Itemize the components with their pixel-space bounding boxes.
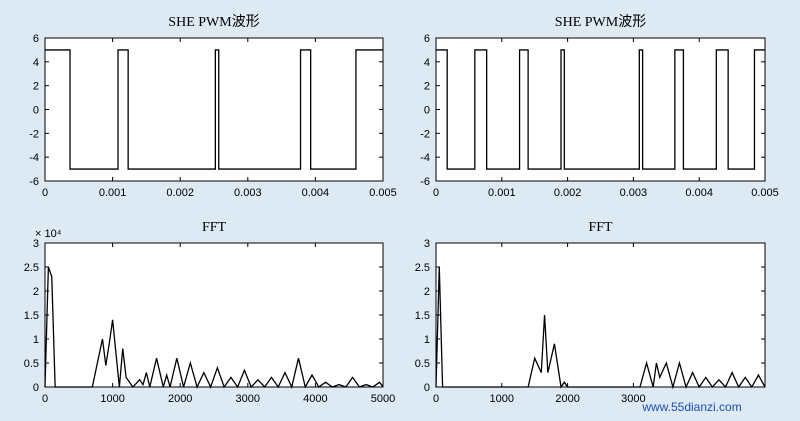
watermark-text: www.55dianzi.com [641, 400, 741, 414]
y-tick-label: 2 [33, 81, 39, 93]
x-tick-label: 1000 [490, 393, 514, 405]
x-tick-label: 3000 [236, 393, 260, 405]
y-tick-label: 3 [33, 238, 39, 250]
x-tick-label: 3000 [621, 393, 645, 405]
x-tick-label: 0.001 [488, 187, 516, 199]
x-tick-label: 0.005 [751, 187, 779, 199]
y-tick-label: 2 [424, 286, 430, 298]
x-tick-label: 2000 [555, 393, 579, 405]
y-tick-label: 2 [33, 286, 39, 298]
x-tick-label: 5000 [371, 393, 395, 405]
y-tick-label: 2.5 [24, 262, 39, 274]
y-tick-label: -4 [420, 152, 430, 164]
y-tick-label: 0.5 [24, 358, 39, 370]
x-tick-label: 0 [433, 187, 439, 199]
x-tick-label: 4000 [303, 393, 327, 405]
chart-title: FFT [588, 220, 613, 235]
plot-frame [435, 242, 766, 388]
x-tick-label: 0 [433, 393, 439, 405]
chart-panel-4: FFT 3 2.5 2 1.5 1 0.5 00 1000 2000 3000 [415, 220, 766, 405]
x-tick-label: 0.004 [302, 187, 330, 199]
y-tick-label: 2 [424, 81, 430, 93]
y-tick-label: 4 [424, 57, 430, 69]
y-tick-label: 1.5 [415, 310, 430, 322]
y-tick-label: 0 [33, 105, 39, 117]
y-tick-label: 0.5 [415, 358, 430, 370]
series-line-1 [45, 49, 383, 170]
series-line-1 [435, 266, 766, 390]
y-tick-label: -6 [420, 176, 430, 188]
series-line-1 [44, 266, 384, 389]
x-tick-label: 0.002 [554, 187, 582, 199]
x-tick-label: 0 [42, 393, 48, 405]
plot-frame [44, 37, 384, 182]
y-tick-label: 2.5 [415, 262, 430, 274]
y-tick-label: 6 [424, 33, 430, 45]
y-tick-label: 1 [33, 334, 39, 346]
y-tick-label: -2 [29, 128, 39, 140]
y-tick-label: 3 [424, 238, 430, 250]
y-tick-label: 0 [33, 382, 39, 394]
x-tick-label: 0.001 [99, 187, 127, 199]
x-tick-label: 2000 [168, 393, 192, 405]
y-tick-label: -2 [420, 128, 430, 140]
y-tick-label: 1.5 [24, 310, 39, 322]
y-scale-label: × 10⁴ [35, 228, 62, 240]
y-tick-label: 0 [424, 105, 430, 117]
y-tick-label: 0 [424, 382, 430, 394]
x-tick-label: 0.005 [369, 187, 397, 199]
x-tick-label: 0.003 [620, 187, 648, 199]
x-tick-label: 0.004 [685, 187, 713, 199]
y-tick-label: -6 [29, 176, 39, 188]
chart-title: SHE PWM波形 [555, 14, 646, 30]
chart-panel-3: FFT 3 2.5 2 1.5 1 0.5 00 1000 2000 3000 4000 5000 × 1… [24, 220, 396, 405]
plot-frame [44, 242, 384, 388]
x-tick-label: 0 [42, 187, 48, 199]
plot-frame [435, 37, 766, 182]
chart-title: SHE PWM波形 [168, 14, 259, 30]
watermark: www.55dianzi.com [641, 400, 741, 414]
y-tick-label: 6 [33, 33, 39, 45]
x-tick-label: 0.002 [166, 187, 194, 199]
x-tick-label: 0.003 [234, 187, 262, 199]
y-tick-label: -4 [29, 152, 39, 164]
x-tick-label: 1000 [100, 393, 124, 405]
series-line-1 [436, 49, 765, 170]
y-tick-label: 1 [424, 334, 430, 346]
y-tick-label: 4 [33, 57, 39, 69]
chart-title: FFT [202, 220, 227, 235]
